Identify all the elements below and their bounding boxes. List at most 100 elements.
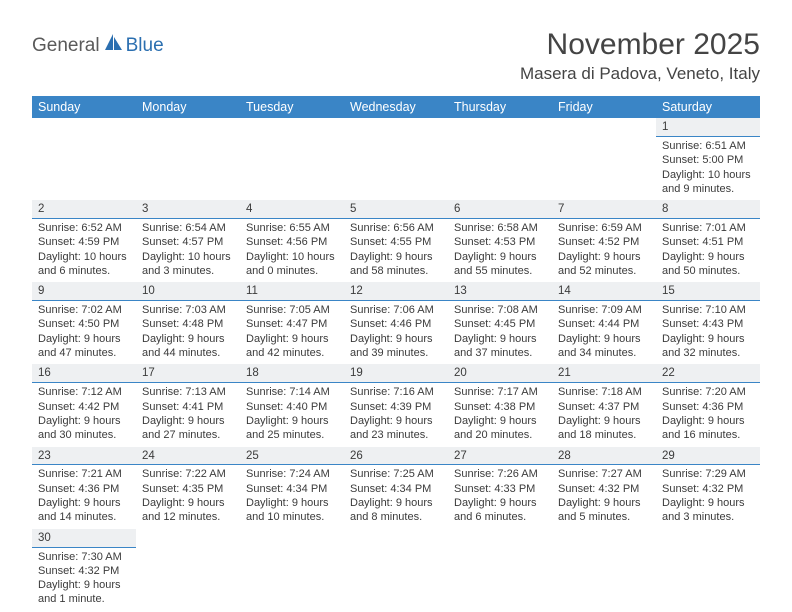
day-details: Sunrise: 7:05 AMSunset: 4:47 PMDaylight:… — [240, 301, 344, 364]
day-number: 4 — [240, 200, 344, 219]
sunrise-text: Sunrise: 7:12 AM — [38, 385, 130, 399]
sunset-text: Sunset: 4:46 PM — [350, 317, 442, 331]
daylight-text: Daylight: 10 hours and 6 minutes. — [38, 250, 130, 279]
sunset-text: Sunset: 4:32 PM — [558, 482, 650, 496]
calendar-day-cell: 1Sunrise: 6:51 AMSunset: 5:00 PMDaylight… — [656, 118, 760, 200]
sunrise-text: Sunrise: 7:10 AM — [662, 303, 754, 317]
weekday-header-row: Sunday Monday Tuesday Wednesday Thursday… — [32, 96, 760, 118]
daylight-text: Daylight: 9 hours and 6 minutes. — [454, 496, 546, 525]
daylight-text: Daylight: 9 hours and 3 minutes. — [662, 496, 754, 525]
sunset-text: Sunset: 4:40 PM — [246, 400, 338, 414]
daylight-text: Daylight: 9 hours and 8 minutes. — [350, 496, 442, 525]
month-title: November 2025 — [520, 28, 760, 62]
col-thursday: Thursday — [448, 96, 552, 118]
calendar-day-cell: 22Sunrise: 7:20 AMSunset: 4:36 PMDayligh… — [656, 364, 760, 446]
calendar-day-cell: 24Sunrise: 7:22 AMSunset: 4:35 PMDayligh… — [136, 447, 240, 529]
calendar-day-cell: 19Sunrise: 7:16 AMSunset: 4:39 PMDayligh… — [344, 364, 448, 446]
calendar-day-cell — [344, 118, 448, 200]
sunrise-text: Sunrise: 7:01 AM — [662, 221, 754, 235]
logo-text-blue: Blue — [126, 35, 164, 57]
daylight-text: Daylight: 9 hours and 37 minutes. — [454, 332, 546, 361]
daylight-text: Daylight: 9 hours and 32 minutes. — [662, 332, 754, 361]
daylight-text: Daylight: 9 hours and 52 minutes. — [558, 250, 650, 279]
calendar-table: Sunday Monday Tuesday Wednesday Thursday… — [32, 96, 760, 611]
sunset-text: Sunset: 4:55 PM — [350, 235, 442, 249]
sunset-text: Sunset: 4:48 PM — [142, 317, 234, 331]
daylight-text: Daylight: 9 hours and 5 minutes. — [558, 496, 650, 525]
calendar-day-cell: 5Sunrise: 6:56 AMSunset: 4:55 PMDaylight… — [344, 200, 448, 282]
daylight-text: Daylight: 9 hours and 39 minutes. — [350, 332, 442, 361]
calendar-day-cell: 28Sunrise: 7:27 AMSunset: 4:32 PMDayligh… — [552, 447, 656, 529]
logo-text-general: General — [32, 35, 100, 57]
calendar-day-cell: 10Sunrise: 7:03 AMSunset: 4:48 PMDayligh… — [136, 282, 240, 364]
sunset-text: Sunset: 5:00 PM — [662, 153, 754, 167]
calendar-day-cell — [656, 529, 760, 611]
sunrise-text: Sunrise: 6:59 AM — [558, 221, 650, 235]
sunrise-text: Sunrise: 7:05 AM — [246, 303, 338, 317]
sunrise-text: Sunrise: 7:27 AM — [558, 467, 650, 481]
sunset-text: Sunset: 4:50 PM — [38, 317, 130, 331]
sunrise-text: Sunrise: 7:22 AM — [142, 467, 234, 481]
day-number: 14 — [552, 282, 656, 301]
sunrise-text: Sunrise: 7:29 AM — [662, 467, 754, 481]
daylight-text: Daylight: 9 hours and 34 minutes. — [558, 332, 650, 361]
day-details: Sunrise: 7:16 AMSunset: 4:39 PMDaylight:… — [344, 383, 448, 446]
day-details: Sunrise: 7:25 AMSunset: 4:34 PMDaylight:… — [344, 465, 448, 528]
calendar-day-cell: 8Sunrise: 7:01 AMSunset: 4:51 PMDaylight… — [656, 200, 760, 282]
sunset-text: Sunset: 4:35 PM — [142, 482, 234, 496]
sunrise-text: Sunrise: 6:55 AM — [246, 221, 338, 235]
sunrise-text: Sunrise: 7:20 AM — [662, 385, 754, 399]
daylight-text: Daylight: 10 hours and 9 minutes. — [662, 168, 754, 197]
day-number: 25 — [240, 447, 344, 466]
day-number: 7 — [552, 200, 656, 219]
sunset-text: Sunset: 4:36 PM — [38, 482, 130, 496]
calendar-day-cell: 7Sunrise: 6:59 AMSunset: 4:52 PMDaylight… — [552, 200, 656, 282]
calendar-day-cell: 23Sunrise: 7:21 AMSunset: 4:36 PMDayligh… — [32, 447, 136, 529]
day-details: Sunrise: 7:06 AMSunset: 4:46 PMDaylight:… — [344, 301, 448, 364]
logo: General Blue — [32, 28, 164, 57]
day-details: Sunrise: 7:10 AMSunset: 4:43 PMDaylight:… — [656, 301, 760, 364]
sunset-text: Sunset: 4:59 PM — [38, 235, 130, 249]
calendar-day-cell: 6Sunrise: 6:58 AMSunset: 4:53 PMDaylight… — [448, 200, 552, 282]
daylight-text: Daylight: 9 hours and 18 minutes. — [558, 414, 650, 443]
sunrise-text: Sunrise: 7:25 AM — [350, 467, 442, 481]
calendar-day-cell: 25Sunrise: 7:24 AMSunset: 4:34 PMDayligh… — [240, 447, 344, 529]
daylight-text: Daylight: 9 hours and 14 minutes. — [38, 496, 130, 525]
daylight-text: Daylight: 9 hours and 27 minutes. — [142, 414, 234, 443]
sunset-text: Sunset: 4:42 PM — [38, 400, 130, 414]
day-number: 9 — [32, 282, 136, 301]
calendar-day-cell — [552, 118, 656, 200]
calendar-day-cell: 2Sunrise: 6:52 AMSunset: 4:59 PMDaylight… — [32, 200, 136, 282]
day-details: Sunrise: 7:21 AMSunset: 4:36 PMDaylight:… — [32, 465, 136, 528]
sunset-text: Sunset: 4:47 PM — [246, 317, 338, 331]
calendar-day-cell: 21Sunrise: 7:18 AMSunset: 4:37 PMDayligh… — [552, 364, 656, 446]
sunrise-text: Sunrise: 7:03 AM — [142, 303, 234, 317]
calendar-day-cell: 27Sunrise: 7:26 AMSunset: 4:33 PMDayligh… — [448, 447, 552, 529]
sunset-text: Sunset: 4:38 PM — [454, 400, 546, 414]
calendar-week-row: 16Sunrise: 7:12 AMSunset: 4:42 PMDayligh… — [32, 364, 760, 446]
calendar-day-cell: 14Sunrise: 7:09 AMSunset: 4:44 PMDayligh… — [552, 282, 656, 364]
day-number: 11 — [240, 282, 344, 301]
calendar-day-cell — [448, 118, 552, 200]
calendar-day-cell: 13Sunrise: 7:08 AMSunset: 4:45 PMDayligh… — [448, 282, 552, 364]
calendar-week-row: 2Sunrise: 6:52 AMSunset: 4:59 PMDaylight… — [32, 200, 760, 282]
day-details: Sunrise: 6:58 AMSunset: 4:53 PMDaylight:… — [448, 219, 552, 282]
calendar-day-cell: 18Sunrise: 7:14 AMSunset: 4:40 PMDayligh… — [240, 364, 344, 446]
day-details: Sunrise: 7:14 AMSunset: 4:40 PMDaylight:… — [240, 383, 344, 446]
day-number: 13 — [448, 282, 552, 301]
day-details: Sunrise: 7:12 AMSunset: 4:42 PMDaylight:… — [32, 383, 136, 446]
day-details: Sunrise: 7:27 AMSunset: 4:32 PMDaylight:… — [552, 465, 656, 528]
daylight-text: Daylight: 9 hours and 30 minutes. — [38, 414, 130, 443]
sunrise-text: Sunrise: 7:17 AM — [454, 385, 546, 399]
calendar-day-cell: 26Sunrise: 7:25 AMSunset: 4:34 PMDayligh… — [344, 447, 448, 529]
sunset-text: Sunset: 4:43 PM — [662, 317, 754, 331]
sunrise-text: Sunrise: 6:51 AM — [662, 139, 754, 153]
day-number: 28 — [552, 447, 656, 466]
calendar-day-cell: 3Sunrise: 6:54 AMSunset: 4:57 PMDaylight… — [136, 200, 240, 282]
day-number: 8 — [656, 200, 760, 219]
day-details: Sunrise: 7:13 AMSunset: 4:41 PMDaylight:… — [136, 383, 240, 446]
day-details: Sunrise: 7:17 AMSunset: 4:38 PMDaylight:… — [448, 383, 552, 446]
day-details: Sunrise: 7:02 AMSunset: 4:50 PMDaylight:… — [32, 301, 136, 364]
calendar-week-row: 1Sunrise: 6:51 AMSunset: 5:00 PMDaylight… — [32, 118, 760, 200]
day-number: 23 — [32, 447, 136, 466]
